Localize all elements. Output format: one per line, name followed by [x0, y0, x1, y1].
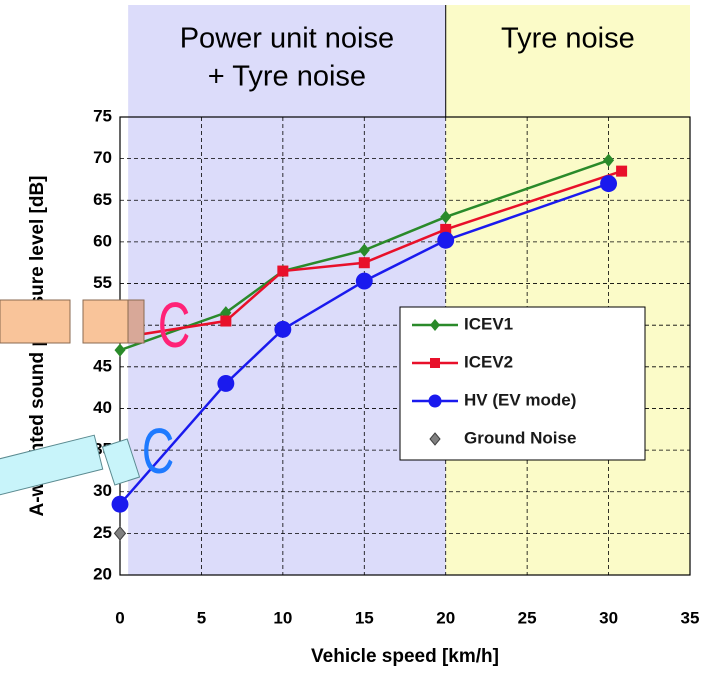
annotation: C	[142, 415, 174, 487]
x-tick-label: 5	[197, 608, 206, 627]
marker	[440, 210, 452, 224]
region-label: Tyre noise	[501, 23, 635, 55]
legend-marker	[429, 432, 441, 446]
series-line	[119, 169, 622, 339]
region-label: + Tyre noise	[208, 61, 366, 93]
overlay-box	[101, 438, 141, 486]
marker	[111, 495, 129, 513]
marker	[220, 315, 232, 327]
y-tick-label: 70	[93, 148, 112, 167]
legend-label: ICEV1	[464, 314, 513, 333]
x-tick-label: 30	[599, 608, 618, 627]
x-tick-label: 10	[273, 608, 292, 627]
legend-label: Ground Noise	[464, 428, 576, 447]
overlay-box	[127, 299, 145, 344]
region-label: Power unit noise	[180, 23, 394, 55]
x-tick-label: 15	[355, 608, 374, 627]
overlay-decorations	[0, 299, 145, 497]
legend-label: HV (EV mode)	[464, 390, 576, 409]
y-tick-label: 30	[93, 481, 112, 500]
background-layer: Power unit noise + Tyre noise Tyre noise	[128, 5, 690, 575]
legend-marker	[430, 358, 440, 368]
marker	[217, 375, 235, 392]
region	[128, 5, 446, 575]
legend-label: ICEV2	[464, 352, 513, 371]
y-tick-label: 40	[93, 398, 112, 417]
legend-marker	[430, 319, 440, 331]
marker	[114, 343, 126, 357]
y-tick-label: 75	[93, 106, 112, 125]
overlay-box	[0, 434, 104, 497]
marker	[277, 265, 289, 277]
y-tick-label: 60	[93, 231, 112, 250]
marker	[274, 320, 292, 338]
legend: ICEV1 ICEV2 HV (EV mode) Ground Noise	[399, 306, 646, 461]
marker	[437, 231, 455, 249]
marker	[358, 243, 370, 257]
x-tick-label: 25	[518, 608, 537, 627]
overlay-box	[0, 299, 71, 344]
marker	[113, 525, 127, 541]
marker	[358, 257, 370, 269]
y-tick-label: 55	[93, 273, 112, 292]
marker	[603, 153, 615, 167]
marks-layer	[111, 153, 628, 541]
y-tick-label: 25	[93, 523, 112, 542]
marker	[616, 165, 628, 177]
series-line	[119, 159, 609, 352]
y-axis-label: A-weighted sound pressure level [dB]	[27, 176, 48, 517]
x-axis-label: Vehicle speed [km/h]	[311, 646, 499, 667]
x-tick-label: 20	[436, 608, 455, 627]
x-tick-label: 0	[115, 608, 124, 627]
region	[445, 5, 690, 575]
overlay-box	[82, 299, 129, 344]
marker	[600, 175, 618, 193]
legend-marker	[428, 394, 442, 408]
y-tick-label: 45	[93, 356, 112, 375]
legend-box	[399, 306, 646, 461]
series-line	[119, 182, 609, 506]
y-tick-label: 65	[93, 190, 112, 209]
marker	[440, 223, 452, 235]
annotation: C	[158, 289, 190, 361]
marker	[355, 272, 373, 290]
y-tick-label: 20	[93, 564, 112, 583]
x-tick-label: 35	[681, 608, 700, 627]
